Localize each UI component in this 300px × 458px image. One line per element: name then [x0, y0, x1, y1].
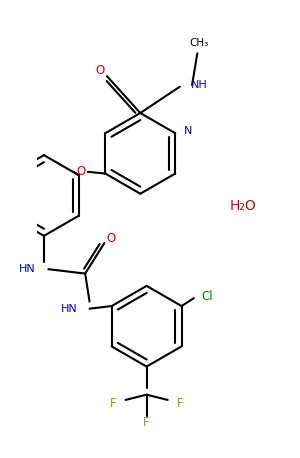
Text: F: F: [0, 159, 1, 172]
Text: F: F: [176, 397, 183, 410]
Text: O: O: [76, 165, 86, 178]
Text: O: O: [107, 232, 116, 245]
Text: CH₃: CH₃: [190, 38, 209, 48]
Text: N: N: [184, 126, 192, 136]
Text: O: O: [95, 65, 105, 77]
Text: F: F: [143, 416, 150, 429]
Text: F: F: [110, 397, 117, 410]
Text: HN: HN: [19, 264, 36, 274]
Text: HN: HN: [61, 304, 77, 314]
Text: Cl: Cl: [202, 290, 213, 303]
Text: NH: NH: [191, 80, 208, 90]
Text: H₂O: H₂O: [230, 199, 256, 213]
